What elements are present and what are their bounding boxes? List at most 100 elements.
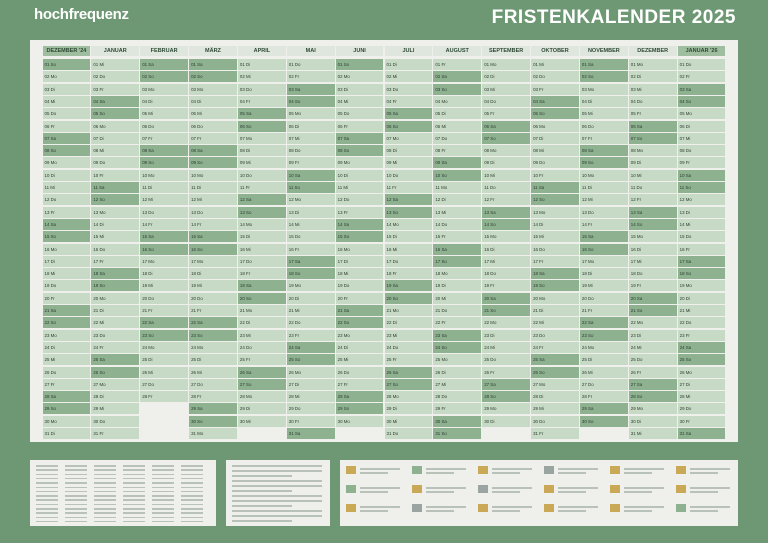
table-line (65, 516, 87, 519)
day-cell: 06 Do (579, 120, 628, 132)
table-line (152, 490, 174, 493)
brand-logo: hochfrequenz (34, 6, 129, 23)
day-cell: 31 Sa (286, 428, 335, 439)
day-cell: 19 Mi (189, 280, 237, 292)
table-line (123, 508, 145, 510)
day-cell: 22 Di (384, 317, 433, 329)
day-cell: 13 Di (677, 206, 726, 218)
day-cell: 15 Sa (579, 231, 628, 243)
table-line (36, 473, 58, 476)
info-line (232, 520, 292, 522)
day-cell: 23 Sa (433, 329, 482, 341)
info-line (232, 485, 322, 487)
table-line (181, 520, 203, 523)
day-cell: 31 Mi (628, 428, 677, 439)
day-cell: 31 Fr (531, 428, 579, 439)
table-line (123, 516, 145, 519)
day-cell: 11 Do (482, 182, 531, 193)
day-cell: 25 Fr (384, 354, 433, 366)
day-cell: 16 So (189, 243, 237, 255)
day-cell: 24 Mo (189, 341, 237, 353)
day-cell: 23 Di (628, 329, 677, 341)
day-cell: 22 Mo (482, 317, 531, 329)
table-line (36, 508, 58, 510)
table-line (94, 490, 116, 493)
day-cell: 22 Fr (433, 317, 482, 329)
table-line (181, 465, 203, 467)
day-cell: 05 Sa (384, 108, 433, 120)
legend-line (426, 491, 454, 493)
day-cell: 21 Mi (286, 305, 335, 316)
legend-swatch (478, 466, 488, 474)
day-cell: 03 Sa (677, 83, 726, 95)
day-cell: 09 So (140, 157, 189, 169)
day-cell: 01 So (335, 59, 384, 70)
day-cell: 20 Do (189, 292, 237, 304)
day-cell: 11 Mi (42, 182, 91, 193)
day-cell: 14 Di (91, 218, 140, 230)
table-line (94, 503, 116, 506)
day-cell: 18 Mi (42, 268, 91, 280)
day-cell: 09 Mo (42, 157, 91, 169)
day-cell: 08 So (335, 145, 384, 157)
day-cell: 01 Do (677, 59, 726, 70)
day-cell: 21 So (628, 305, 677, 316)
day-cell: 15 So (335, 231, 384, 243)
day-cell: 20 Mi (433, 292, 482, 304)
legend-line (360, 468, 400, 470)
day-cell: 11 Fr (384, 182, 433, 193)
legend-line (492, 487, 532, 489)
month-header: MÄRZ (189, 46, 237, 56)
day-cell: 17 So (433, 255, 482, 267)
day-cell: 15 Sa (189, 231, 237, 243)
day-cell: 07 Mi (677, 132, 726, 144)
day-cell: 07 Sa (42, 132, 91, 144)
day-cell: 26 So (531, 366, 579, 378)
day-cell: 21 Mi (677, 305, 726, 316)
day-cell: 14 Mo (237, 218, 286, 230)
day-cell: 30 Sa (433, 415, 482, 427)
day-cell: 23 So (189, 329, 237, 341)
day-cell: 01 Mo (482, 59, 531, 70)
legend-line (426, 472, 454, 474)
day-cell: 24 Do (384, 341, 433, 353)
legend-line (360, 510, 388, 512)
table-line (94, 516, 116, 519)
legend-line (558, 506, 598, 508)
day-cell: 25 Mi (42, 354, 91, 366)
day-cell: 01 Sa (579, 59, 628, 70)
table-line (94, 473, 116, 476)
day-cell: 12 Mo (677, 194, 726, 206)
legend-line (624, 510, 652, 512)
day-cell: 20 So (237, 292, 286, 304)
day-cell: 22 So (335, 317, 384, 329)
day-cell: 28 Di (91, 391, 140, 403)
day-cell: 11 So (286, 182, 335, 193)
day-cell: 11 Fr (237, 182, 286, 193)
day-cell: 12 Do (42, 194, 91, 206)
day-cell: 17 Di (42, 255, 91, 267)
info-line (232, 490, 292, 492)
day-cell: 09 Fr (677, 157, 726, 169)
day-cell: 31 Fr (91, 428, 140, 439)
day-cell: 14 Sa (335, 218, 384, 230)
day-cell: 19 Sa (237, 280, 286, 292)
day-cell: 04 So (677, 95, 726, 107)
legend-line (492, 468, 532, 470)
day-cell: 28 Do (433, 391, 482, 403)
day-cell: 12 Fr (628, 194, 677, 206)
day-cell: 28 Mi (286, 391, 335, 403)
day-cell: 18 Do (482, 268, 531, 280)
day-cell: 31 Do (384, 428, 433, 439)
day-cell: 29 Mi (91, 403, 140, 415)
legend-line (360, 506, 400, 508)
day-cell: 16 Di (482, 243, 531, 255)
day-cell: 05 Do (42, 108, 91, 120)
day-cell: 08 Fr (433, 145, 482, 157)
day-cell: 13 Mi (433, 206, 482, 218)
table-line (36, 520, 58, 523)
day-cell: 13 Do (140, 206, 189, 218)
day-cell: 04 Di (189, 95, 237, 107)
legend-swatch (346, 485, 356, 493)
day-cell: 30 Mo (42, 415, 91, 427)
